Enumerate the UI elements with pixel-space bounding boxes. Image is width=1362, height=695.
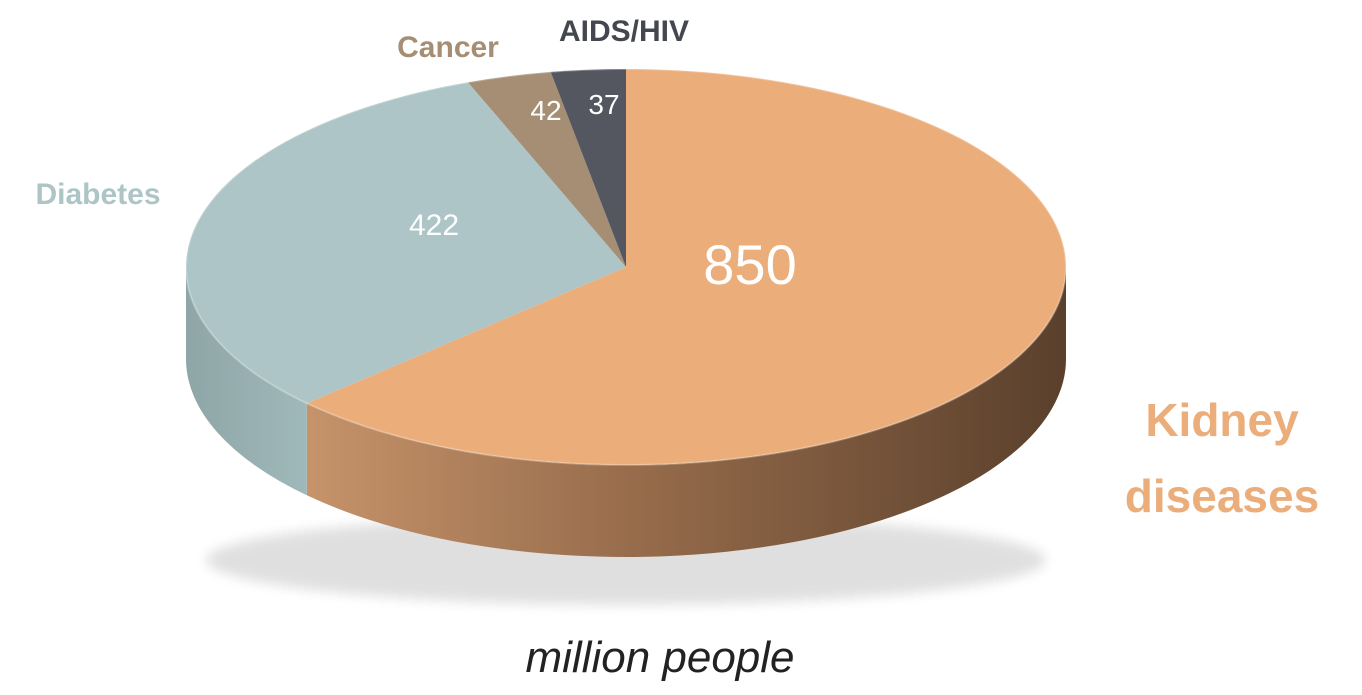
pie-tops	[185, 68, 1067, 466]
pie-sides	[186, 267, 1066, 557]
pie-top-rim	[185, 68, 1067, 466]
value-label-kidney-diseases: 850	[703, 233, 796, 296]
pie-shadow	[206, 515, 1046, 605]
value-label-aids-hiv: 37	[588, 89, 619, 120]
category-label-kidney-line1: Kidney	[1145, 394, 1299, 446]
category-label-cancer: Cancer	[397, 31, 499, 64]
slice-labels: 850 422 42 37 Kidney diseases Diabetes C…	[35, 15, 1319, 522]
pie-slice-cancer	[467, 71, 626, 267]
pie-side-kidney-diseases	[306, 267, 1066, 557]
category-label-kidney-line2: diseases	[1125, 470, 1319, 522]
unit-caption: million people	[525, 633, 794, 682]
category-label-diabetes: Diabetes	[35, 178, 160, 211]
pie-side-diabetes	[186, 267, 307, 496]
value-label-cancer: 42	[530, 95, 561, 126]
value-label-diabetes: 422	[409, 209, 459, 242]
pie-slice-aids-hiv	[550, 69, 626, 267]
pie-slice-kidney-diseases	[306, 69, 1066, 466]
pie-slice-diabetes	[186, 82, 626, 404]
category-label-aids-hiv: AIDS/HIV	[559, 15, 689, 48]
